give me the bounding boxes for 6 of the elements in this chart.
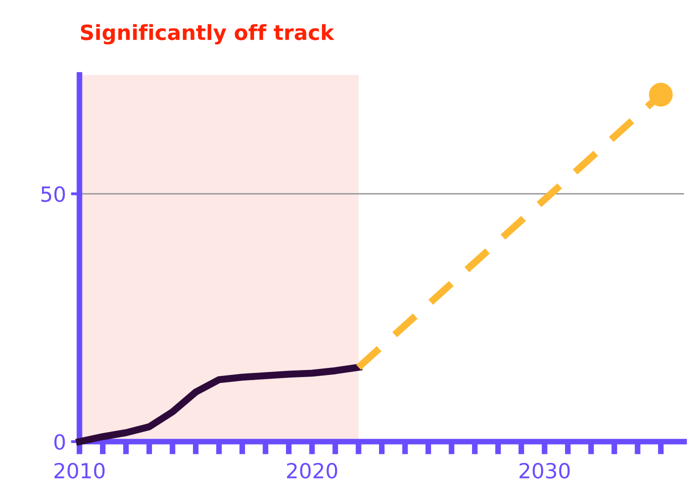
y-tick-label: 0 — [54, 434, 65, 450]
x-tick-label: 2020 — [287, 462, 338, 479]
y-tick-label: 50 — [41, 186, 65, 202]
x-tick-label: 2030 — [520, 462, 570, 479]
chart-title: Significantly off track — [80, 24, 334, 44]
x-tick-label: 2010 — [54, 462, 105, 479]
